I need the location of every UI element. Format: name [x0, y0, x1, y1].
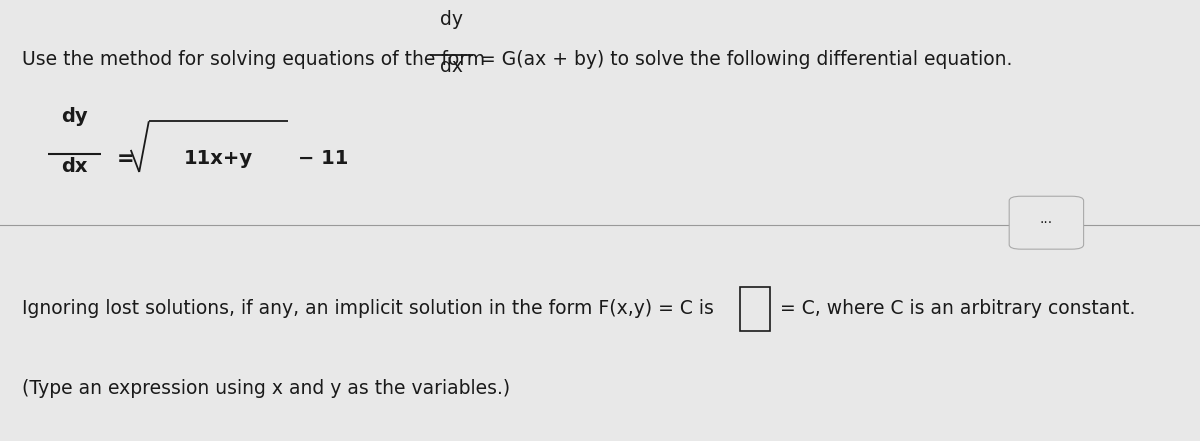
FancyBboxPatch shape: [740, 287, 770, 331]
Text: = C, where C is an arbitrary constant.: = C, where C is an arbitrary constant.: [780, 299, 1135, 318]
Text: dy: dy: [61, 107, 88, 126]
Text: − 11: − 11: [298, 149, 348, 168]
Text: dx: dx: [439, 57, 463, 76]
Text: =: =: [116, 149, 134, 169]
FancyBboxPatch shape: [1009, 196, 1084, 249]
Text: Ignoring lost solutions, if any, an implicit solution in the form F(x,y) = C is: Ignoring lost solutions, if any, an impl…: [22, 299, 714, 318]
Text: dy: dy: [439, 10, 463, 29]
Text: = G(ax + by) to solve the following differential equation.: = G(ax + by) to solve the following diff…: [480, 50, 1013, 69]
Text: (Type an expression using x and y as the variables.): (Type an expression using x and y as the…: [22, 378, 510, 398]
Text: Use the method for solving equations of the form: Use the method for solving equations of …: [22, 50, 485, 69]
Text: 11x+y: 11x+y: [184, 149, 253, 168]
Text: dx: dx: [61, 157, 88, 176]
Text: ···: ···: [1040, 216, 1052, 230]
